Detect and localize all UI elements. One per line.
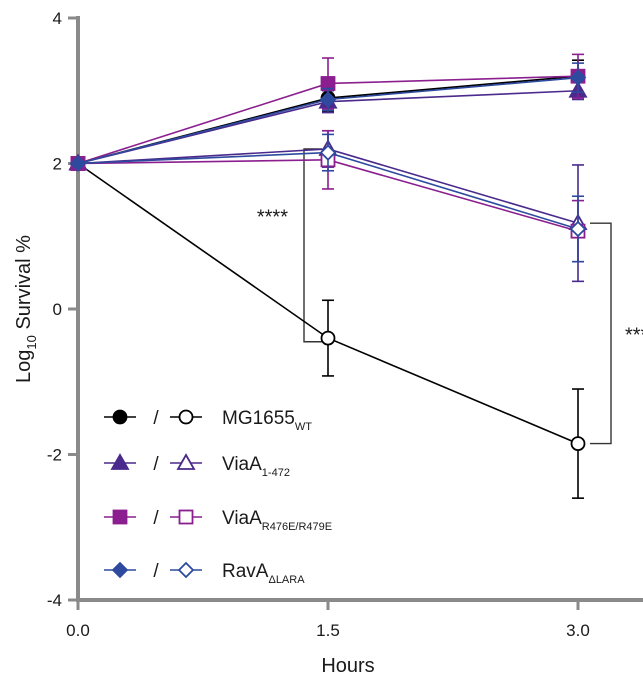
legend-marker-filled	[111, 561, 129, 579]
series-filled-diamond	[69, 62, 587, 172]
legend-label: ViaAR476E/R479E	[222, 508, 332, 533]
legend-marker-filled	[112, 509, 128, 525]
y-tick-label: -2	[47, 446, 62, 465]
legend-label: MG1655WT	[222, 408, 312, 433]
x-axis-label: Hours	[321, 655, 374, 677]
series-layer	[68, 53, 588, 499]
legend: / MG1655WT/ViaA1-472/ViaAR476E/R479E/RavA…	[104, 408, 332, 586]
legend-marker-open	[176, 453, 196, 470]
legend-label-subscript: ΔLARA	[268, 574, 305, 586]
data-point	[570, 436, 586, 451]
legend-marker-open	[178, 409, 194, 425]
legend-label-subscript: R476E/R479E	[262, 521, 332, 533]
legend-marker-filled	[110, 453, 130, 470]
legend-label-main: ViaA	[222, 454, 262, 475]
x-tick-label: 3.0	[566, 621, 590, 640]
legend-label-subscript: 1-472	[262, 467, 290, 479]
data-point	[319, 144, 337, 161]
legend-label: ViaA1-472	[222, 454, 290, 479]
legend-marker-filled	[112, 409, 128, 425]
legend-item: / MG1655WT	[104, 408, 312, 433]
y-tick-label: 0	[53, 300, 62, 319]
y-axis-label-prefix: Log	[13, 350, 35, 383]
significance-label: ****	[257, 206, 288, 228]
legend-item: / ViaAR476E/R479E	[104, 508, 332, 533]
legend-separator: /	[153, 454, 159, 475]
legend-label-main: RavA	[222, 561, 269, 582]
data-point	[569, 220, 587, 238]
data-point	[320, 330, 336, 346]
significance-annotations: *******	[257, 148, 643, 445]
x-tick-label: 0.0	[66, 621, 90, 640]
y-tick-label: 4	[53, 9, 62, 28]
significance-label: ***	[625, 324, 643, 346]
legend-separator: /	[153, 508, 159, 529]
bracket-line	[303, 148, 322, 343]
y-axis-label-suffix: Survival %	[13, 235, 35, 335]
data-point	[319, 91, 337, 108]
legend-item: / ViaA1-472	[104, 453, 290, 479]
y-tick-label: 2	[53, 155, 62, 174]
legend-separator: /	[153, 561, 159, 582]
legend-marker-open	[177, 561, 195, 579]
legend-label-main: ViaA	[222, 508, 262, 529]
y-axis-label: Log10 Survival %	[13, 235, 39, 383]
data-point	[69, 155, 87, 172]
significance-bracket-0: ****	[257, 148, 322, 343]
y-axis-label-subscript: 10	[24, 335, 39, 349]
x-tick-label: 1.5	[316, 621, 340, 640]
legend-separator: /	[153, 408, 159, 429]
legend-marker-open	[178, 509, 194, 525]
y-tick-label: -4	[47, 591, 62, 610]
bracket-line	[590, 222, 612, 445]
significance-bracket-1: ***	[590, 222, 643, 445]
legend-label: RavAΔLARA	[222, 561, 305, 586]
series-open-diamond	[69, 133, 587, 263]
axes: 4 2 0 -2 -40.0 1.5 3.0 Hours Log10 Survival %	[13, 9, 643, 677]
legend-label-main: MG1655	[222, 408, 295, 429]
legend-label-subscript: WT	[295, 421, 312, 433]
legend-item: / RavAΔLARA	[104, 561, 305, 586]
data-point	[569, 69, 587, 86]
